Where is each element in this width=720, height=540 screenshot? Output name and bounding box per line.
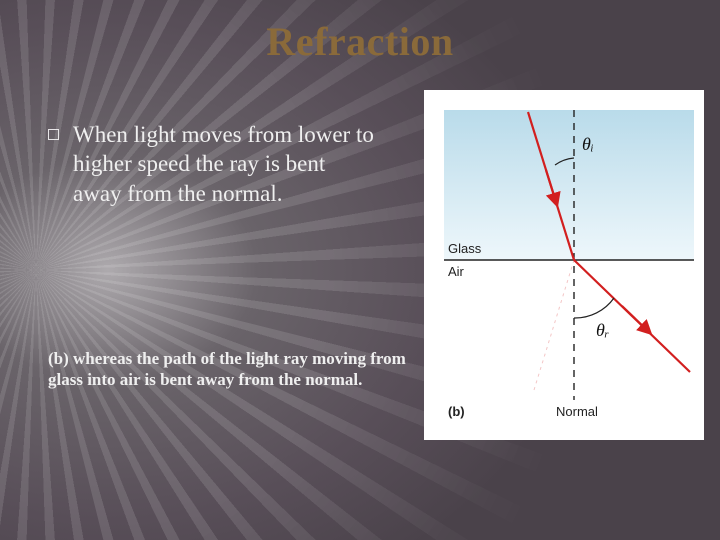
figure-caption: (b) whereas the path of the light ray mo… — [48, 348, 428, 391]
glass-region — [444, 110, 694, 260]
theta-r-label: θᵣ — [596, 320, 609, 340]
bullet-marker-icon — [48, 129, 59, 140]
refraction-diagram: θᵢ θᵣ Glass Air Normal (b) — [424, 90, 704, 440]
panel-label: (b) — [448, 404, 465, 419]
glass-label: Glass — [448, 241, 482, 256]
air-label: Air — [448, 264, 465, 279]
slide: Refraction When light moves from lower t… — [0, 0, 720, 540]
theta-i-label: θᵢ — [582, 134, 594, 154]
bullet-text: When light moves from lower to higher sp… — [73, 120, 378, 208]
normal-label: Normal — [556, 404, 598, 419]
air-region — [444, 260, 694, 400]
slide-title: Refraction — [0, 18, 720, 65]
bullet-item: When light moves from lower to higher sp… — [48, 120, 378, 208]
